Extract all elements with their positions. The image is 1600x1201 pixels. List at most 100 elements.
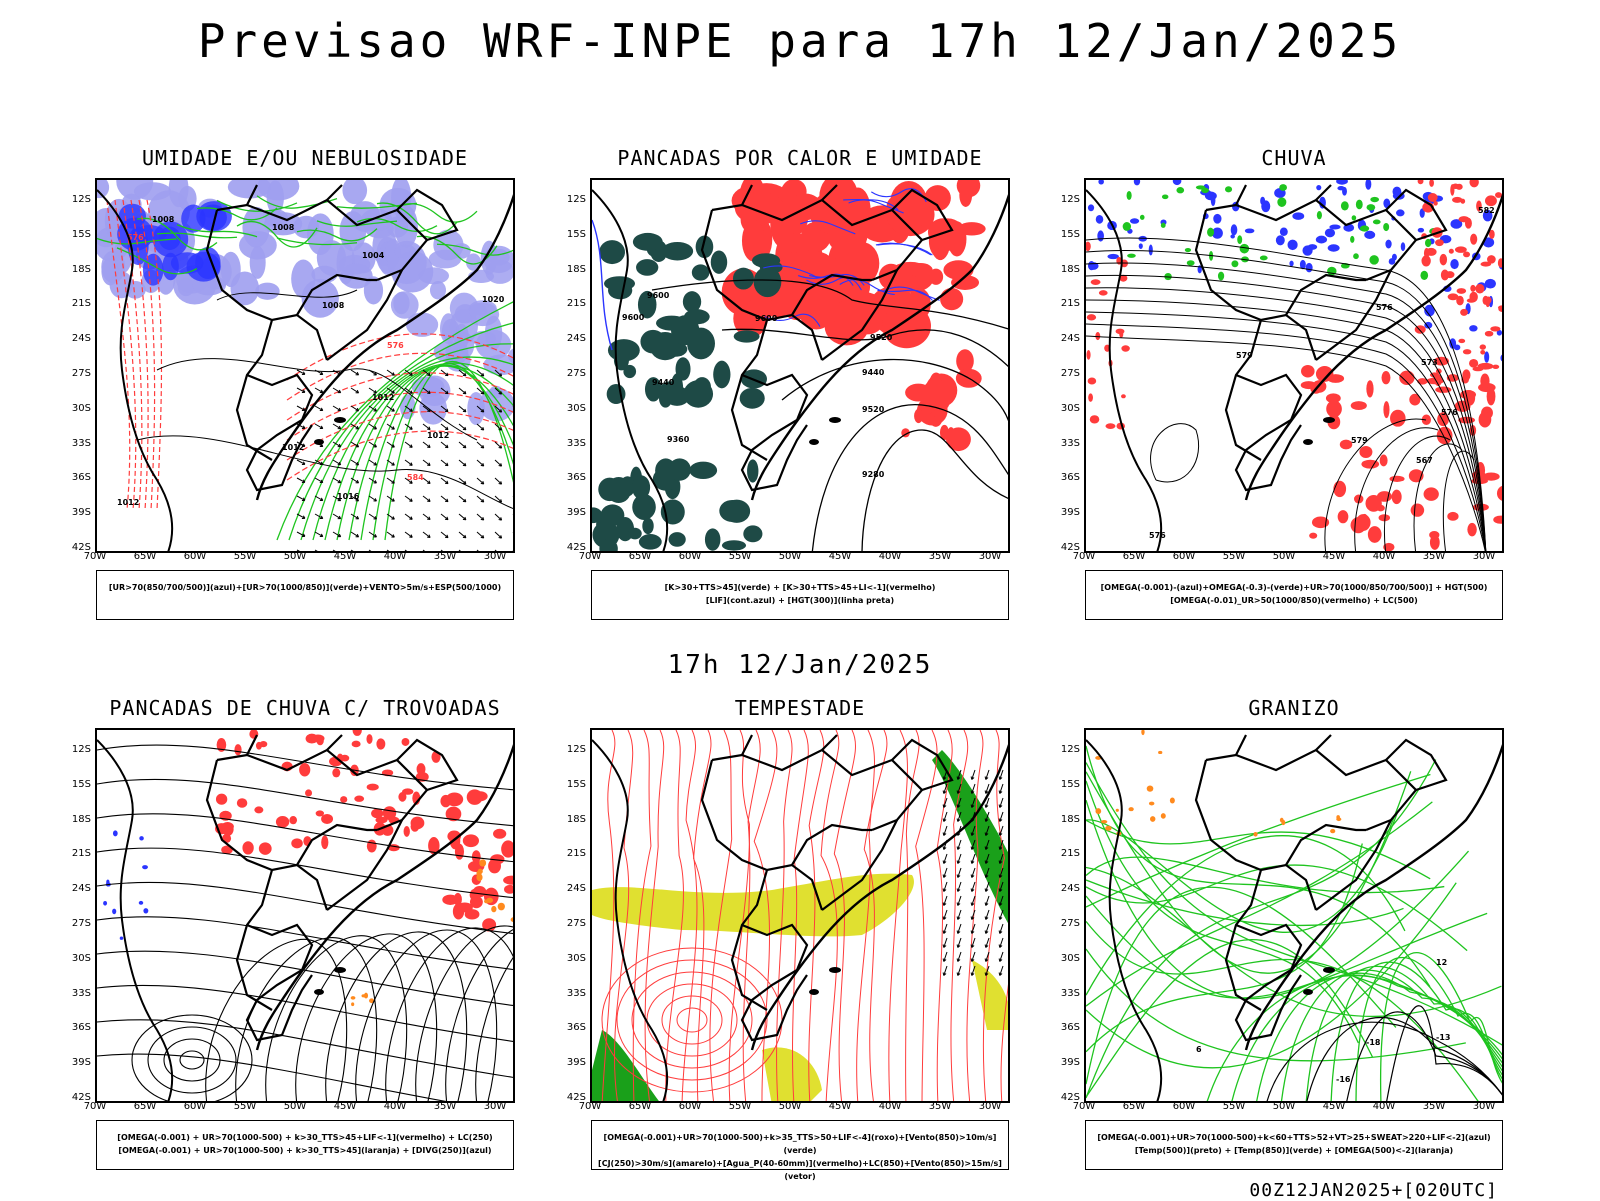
lat-tick-label: 33S [71, 987, 91, 999]
panel-title: CHUVA [1261, 146, 1327, 170]
lon-tick-label: 45W [828, 551, 852, 562]
panel-title: UMIDADE E/OU NEBULOSIDADE [141, 146, 469, 170]
legend-line: [CJ(250)>30m/s](amarelo)+[Agua_P(40-60mm… [598, 1159, 1002, 1181]
lon-tick-label: 70W [1072, 1101, 1096, 1112]
lon-tick-label: 65W [628, 551, 652, 562]
lat-tick-label: 36S [71, 472, 91, 484]
lat-tick-label: 12S [1060, 744, 1080, 755]
lat-tick-label: 18S [1060, 813, 1080, 825]
lat-tick-label: 21S [71, 848, 91, 860]
lat-tick-label: 15S [566, 778, 586, 790]
lon-tick-label: 60W [1172, 1101, 1196, 1112]
legend-line: [OMEGA(-0.001) + UR>70(1000-500) + k>30_… [118, 1146, 492, 1155]
svg-text:576: 576 [127, 233, 144, 242]
lat-tick-label: 12S [71, 194, 91, 205]
lon-tick-label: 70W [83, 551, 107, 562]
lat-tick-label: 24S [1060, 333, 1080, 345]
svg-text:1008: 1008 [322, 301, 345, 310]
lat-tick-label: 21S [566, 848, 586, 860]
lon-tick-label: 55W [1222, 551, 1246, 562]
lat-tick-label: 39S [1060, 1057, 1080, 1069]
svg-text:573: 573 [1421, 358, 1438, 367]
lon-tick-label: 35W [1422, 551, 1446, 562]
lon-tick-label: 35W [1422, 1101, 1446, 1112]
lon-tick-label: 40W [383, 1101, 407, 1112]
lat-tick-label: 21S [1060, 848, 1080, 860]
lat-tick-label: 15S [566, 228, 586, 240]
lat-tick-label: 15S [71, 228, 91, 240]
svg-text:579: 579 [1236, 351, 1253, 360]
map-plot [590, 728, 1010, 1103]
lon-tick-label: 45W [333, 551, 357, 562]
lon-tick-label: 35W [433, 1101, 457, 1112]
lat-tick-label: 27S [1060, 368, 1080, 379]
lon-tick-label: 30W [978, 1101, 1002, 1112]
map-plot: 9600 9600 9520 9440 9520 9440 9360 9280 9600 [590, 178, 1010, 553]
lat-tick-label: 18S [566, 263, 586, 275]
legend-line: [OMEGA(-0.001)+UR>70(1000-500)+k>35_TTS>… [603, 1133, 997, 1155]
lon-tick-label: 30W [1472, 1101, 1496, 1112]
lat-tick-label: 30S [71, 952, 91, 964]
lon-tick-label: 60W [1172, 551, 1196, 562]
lat-tick-label: 24S [71, 883, 91, 895]
svg-text:576: 576 [1376, 303, 1393, 312]
lat-tick-label: 36S [566, 1022, 586, 1034]
legend-line: [OMEGA(-0.001)+UR>70(1000-500)+k<60+TTS>… [1097, 1133, 1491, 1142]
lat-tick-label: 39S [566, 507, 586, 519]
lat-tick-label: 24S [566, 883, 586, 895]
panel-title: PANCADAS DE CHUVA C/ TROVOADAS [109, 696, 501, 720]
panel-title: GRANIZO [1248, 696, 1340, 720]
map-graphic: 12 -13 -18 -16 6 [1086, 730, 1502, 1101]
lon-tick-label: 65W [133, 551, 157, 562]
lat-tick-label: 27S [566, 918, 586, 929]
legend-line: [UR>70(850/700/500)](azul)+[UR>70(1000/8… [108, 583, 502, 592]
svg-text:1012: 1012 [372, 393, 394, 402]
lon-tick-label: 45W [333, 1101, 357, 1112]
lat-tick-label: 42S [566, 542, 586, 553]
lon-tick-label: 65W [628, 1101, 652, 1112]
lat-tick-label: 36S [71, 1022, 91, 1034]
legend-box: [OMEGA(-0.001)+UR>70(1000-500)+k<60+TTS>… [1085, 1120, 1503, 1170]
svg-text:-16: -16 [1336, 1075, 1351, 1084]
svg-text:1012: 1012 [427, 431, 449, 440]
legend-line: [OMEGA(-0.001)-(azul)+OMEGA(-0.3)-(verde… [1100, 583, 1488, 592]
lat-tick-label: 33S [1060, 987, 1080, 999]
legend-box: [OMEGA(-0.001)+UR>70(1000-500)+k>35_TTS>… [591, 1120, 1009, 1181]
svg-text:567: 567 [1416, 456, 1433, 465]
lat-tick-label: 12S [1060, 194, 1080, 205]
svg-text:9600: 9600 [755, 314, 778, 323]
lon-tick-label: 60W [183, 1101, 207, 1112]
lon-tick-label: 40W [1372, 551, 1396, 562]
svg-text:-18: -18 [1366, 1038, 1381, 1047]
lon-tick-label: 35W [928, 1101, 952, 1112]
lat-tick-label: 15S [71, 778, 91, 790]
lat-tick-label: 18S [566, 813, 586, 825]
lat-tick-label: 33S [566, 437, 586, 449]
lat-tick-label: 42S [71, 542, 91, 553]
panel-title: PANCADAS POR CALOR E UMIDADE [617, 146, 983, 170]
svg-text:582: 582 [1478, 206, 1495, 215]
lat-tick-label: 12S [71, 744, 91, 755]
lat-tick-label: 30S [566, 952, 586, 964]
legend-box: [OMEGA(-0.001)-(azul)+OMEGA(-0.3)-(verde… [1085, 570, 1503, 620]
svg-text:1008: 1008 [272, 223, 295, 232]
lat-tick-label: 42S [566, 1092, 586, 1103]
legend-line: [OMEGA(-0.001) + UR>70(1000-500) + k>30_… [117, 1133, 493, 1142]
lat-tick-label: 18S [71, 263, 91, 275]
lat-tick-label: 21S [566, 298, 586, 310]
lat-tick-label: 33S [71, 437, 91, 449]
lat-tick-label: 27S [71, 368, 91, 379]
lat-tick-label: 18S [71, 813, 91, 825]
lon-tick-label: 30W [483, 551, 507, 562]
svg-text:9440: 9440 [862, 368, 885, 377]
lon-tick-label: 30W [978, 551, 1002, 562]
lon-tick-label: 50W [1272, 551, 1296, 562]
legend-line: [K>30+TTS>45](verde) + [K>30+TTS>45+LI<-… [664, 583, 936, 592]
lat-tick-label: 27S [71, 918, 91, 929]
lon-tick-label: 50W [283, 551, 307, 562]
svg-text:9600: 9600 [647, 291, 670, 300]
lat-tick-label: 21S [71, 298, 91, 310]
run-timestamp: 00Z12JAN2025+[020UTC] [1249, 1180, 1498, 1201]
lon-tick-label: 40W [1372, 1101, 1396, 1112]
legend-line: [Temp(500)](preto) + [Temp(850)](verde) … [1134, 1146, 1454, 1155]
